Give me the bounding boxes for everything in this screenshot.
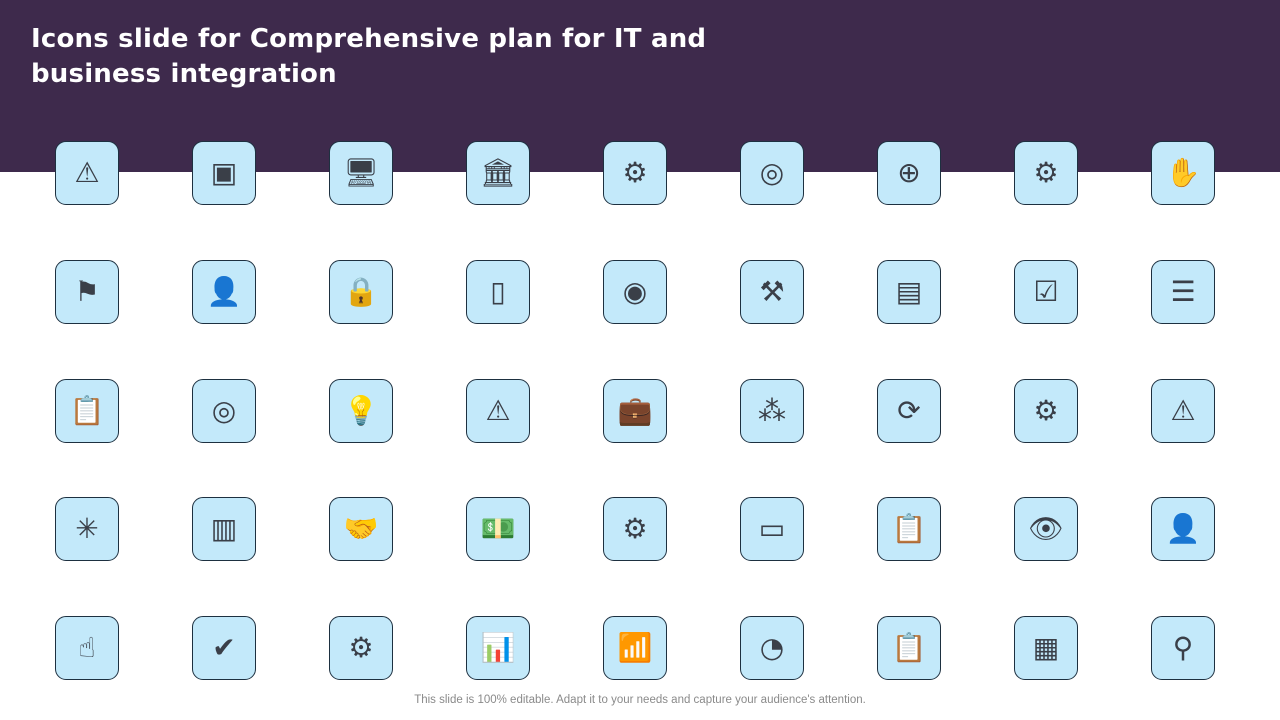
career-growth-flag-icon: 📶 <box>617 631 653 665</box>
icon-tile[interactable]: ⚙ <box>603 141 667 205</box>
gear-alert-icon: ⚙ <box>1033 156 1059 189</box>
person-success-icon: ⚲ <box>1172 631 1194 665</box>
icon-tile[interactable]: 📋 <box>877 497 941 562</box>
database-star-icon: ☰ <box>1170 274 1196 308</box>
bank-auction-icon: 🏛 <box>480 156 516 189</box>
icon-tile[interactable]: ⚠ <box>55 141 119 205</box>
network-lock-icon: 🔒 <box>343 274 379 308</box>
icon-tile[interactable]: ☰ <box>1151 259 1215 324</box>
lightbulb-gear-icon: 💡 <box>343 393 379 427</box>
icon-tile[interactable]: ▦ <box>1014 616 1078 681</box>
hand-gear-check-icon: ✔ <box>212 631 236 665</box>
warning-triangle-icon: ⚠ <box>1170 393 1196 427</box>
icon-tile[interactable]: 👤 <box>192 259 256 324</box>
tablet-password-icon: ▯ <box>490 274 506 308</box>
icon-tile[interactable]: ✔ <box>192 616 256 681</box>
warning-hand-icon: ⚠ <box>485 393 511 427</box>
briefcase-chart-icon: 💼 <box>617 393 653 427</box>
icon-tile[interactable]: ▯ <box>466 259 530 324</box>
person-network-icon: 👤 <box>1165 512 1201 546</box>
icon-tile[interactable]: 🖥 <box>329 141 393 205</box>
mobile-touch-check-icon: ☑ <box>1033 274 1059 308</box>
footer-note: This slide is 100% editable. Adapt it to… <box>414 694 866 706</box>
icon-tile[interactable]: ⚙ <box>329 616 393 681</box>
icon-tile[interactable]: ◎ <box>740 141 804 205</box>
clipboard-strategy-icon: 📋 <box>891 631 927 665</box>
icon-tile[interactable]: 🔒 <box>329 259 393 324</box>
slide-title: Icons slide for Comprehensive plan for I… <box>31 24 707 89</box>
icon-tile[interactable]: ⚙ <box>603 497 667 562</box>
hand-gear-dollar-icon: ⚙ <box>1033 393 1059 427</box>
icon-tile[interactable]: 💼 <box>603 378 667 443</box>
film-reel-arrows-icon: ◉ <box>622 274 648 308</box>
icon-tile[interactable]: 💵 <box>466 497 530 562</box>
icon-tile[interactable]: 📋 <box>877 616 941 681</box>
icon-tile[interactable]: ▤ <box>877 259 941 324</box>
risk-money-hand-icon: ⚠ <box>74 156 100 189</box>
target-arrow-icon: ◎ <box>211 393 237 427</box>
gear-person-cycle-icon: ⟳ <box>897 393 921 427</box>
server-icon: ▥ <box>210 512 238 546</box>
icon-tile[interactable]: ⚙ <box>1014 378 1078 443</box>
dashboard-screen-icon: ▭ <box>758 512 786 546</box>
clipboard-gear-icon: 📋 <box>891 512 927 546</box>
presentation-touch-icon: ☝ <box>78 631 96 665</box>
connected-operations-icon: ⊕ <box>897 156 921 189</box>
team-meeting-icon: ⁂ <box>758 393 786 427</box>
network-square-nodes-icon: ▣ <box>210 156 238 189</box>
icon-tile[interactable]: ◔ <box>740 616 804 681</box>
browser-toolbox-icon: ▤ <box>895 274 923 308</box>
icon-tile[interactable]: ☑ <box>1014 259 1078 324</box>
gear-businessman-icon: 👤 <box>206 274 242 308</box>
target-check-arrows-icon: ◎ <box>759 156 785 189</box>
icon-tile[interactable]: 💡 <box>329 378 393 443</box>
icon-tile[interactable]: ▭ <box>740 497 804 562</box>
icon-tile[interactable]: ⊕ <box>877 141 941 205</box>
secure-computer-icon: 🖥 <box>343 156 379 189</box>
money-download-icon: 💵 <box>480 512 516 546</box>
handshake-steps-icon: 🤝 <box>343 512 379 546</box>
icon-tile[interactable]: ⚠ <box>466 378 530 443</box>
mountain-flag-icon: ⚑ <box>74 274 100 308</box>
icon-tile[interactable]: ◎ <box>192 378 256 443</box>
icon-tile[interactable]: 👁 <box>1014 497 1078 562</box>
clipboard-icon: 📋 <box>69 393 105 427</box>
icon-tile[interactable]: ⟳ <box>877 378 941 443</box>
icon-tile[interactable]: 👤 <box>1151 497 1215 562</box>
building-eye-icon: 👁 <box>1028 512 1064 546</box>
icon-tile[interactable]: 🤝 <box>329 497 393 562</box>
box-gear-icon: ⚙ <box>622 156 648 189</box>
icon-tile[interactable]: ☝ <box>55 616 119 681</box>
gear-person-clock-icon: ⚙ <box>348 631 374 665</box>
icon-tile[interactable]: ⚠ <box>1151 378 1215 443</box>
icon-tile[interactable]: ⚙ <box>1014 141 1078 205</box>
icon-tile[interactable]: ▥ <box>192 497 256 562</box>
bar-chart-check-icon: 📊 <box>480 631 516 665</box>
icon-tile[interactable]: ⚲ <box>1151 616 1215 681</box>
icon-tile[interactable]: ✋ <box>1151 141 1215 205</box>
gear-cycle-icon: ⚙ <box>622 512 648 546</box>
icon-tile[interactable]: ⁂ <box>740 378 804 443</box>
icon-tile[interactable]: 📶 <box>603 616 667 681</box>
hands-protect-icon: ✋ <box>1165 156 1201 189</box>
icon-tile[interactable]: 📋 <box>55 378 119 443</box>
gauge-hand-icon: ◔ <box>759 631 785 665</box>
icon-tile[interactable]: ⚑ <box>55 259 119 324</box>
icon-tile[interactable]: 📊 <box>466 616 530 681</box>
icon-tile[interactable]: ⚒ <box>740 259 804 324</box>
icon-tile[interactable]: ✳ <box>55 497 119 562</box>
tools-gear-icon: ⚒ <box>759 274 785 308</box>
icon-tile[interactable]: ◉ <box>603 259 667 324</box>
network-hub-icon: ✳ <box>75 512 99 546</box>
icon-tile[interactable]: 🏛 <box>466 141 530 205</box>
whiteboard-strategy-icon: ▦ <box>1032 631 1060 665</box>
icon-tile[interactable]: ▣ <box>192 141 256 205</box>
